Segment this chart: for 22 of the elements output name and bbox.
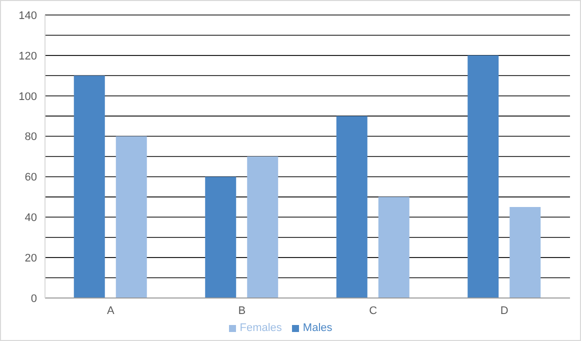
y-tick-label: 40 <box>24 212 37 224</box>
bar <box>468 55 499 298</box>
y-tick-label: 80 <box>24 131 37 144</box>
bar <box>378 196 410 298</box>
bar <box>205 176 236 298</box>
x-tick-label: B <box>238 304 246 317</box>
bar <box>74 76 105 298</box>
x-tick-label: A <box>106 304 115 317</box>
bar <box>116 136 147 298</box>
y-tick-label: 140 <box>18 10 37 22</box>
x-tick-label: D <box>500 304 508 317</box>
legend-label: Males <box>302 322 332 334</box>
y-tick-label: 120 <box>18 50 37 62</box>
y-tick-label: 60 <box>24 172 37 184</box>
y-tick-label: 100 <box>18 90 37 103</box>
bar <box>510 207 541 298</box>
bar <box>247 156 278 298</box>
x-tick-label: C <box>369 304 378 317</box>
legend-label: Females <box>240 322 282 334</box>
y-tick-label: 0 <box>30 292 37 305</box>
y-tick-label: 20 <box>24 252 37 264</box>
bar <box>336 116 368 298</box>
